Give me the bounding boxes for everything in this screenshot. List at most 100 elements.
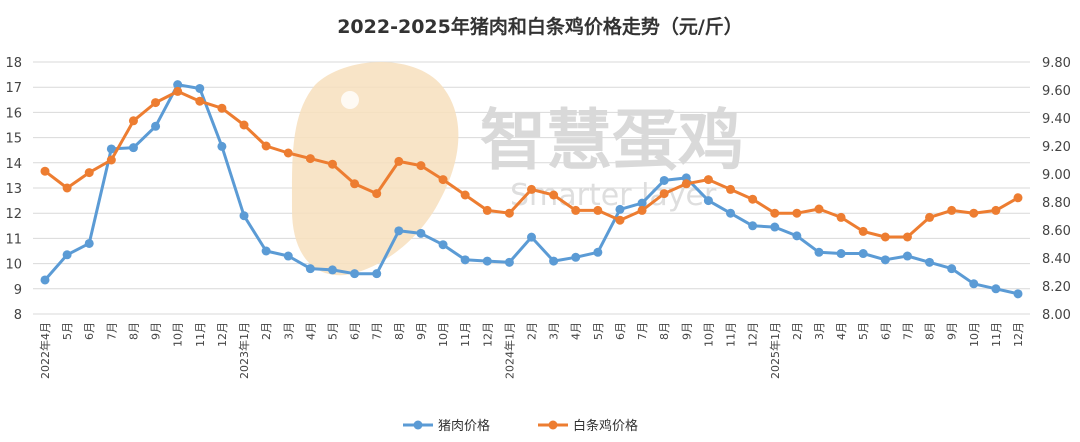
data-point-chicken [615, 215, 625, 225]
data-point-chicken [703, 175, 713, 185]
data-point-chicken [814, 204, 824, 214]
data-point-pork [703, 196, 713, 206]
data-point-pork [1013, 289, 1023, 299]
data-point-pork [305, 264, 315, 274]
x-tick-label: 11月 [990, 322, 1003, 347]
data-point-pork [239, 211, 249, 221]
x-tick-label: 2月 [260, 322, 273, 340]
y-left-tick-label: 11 [5, 232, 22, 247]
data-point-pork [504, 257, 514, 267]
data-point-pork [40, 275, 50, 285]
y-left-tick-label: 15 [5, 132, 22, 147]
data-point-pork [327, 265, 337, 275]
data-point-pork [261, 246, 271, 256]
data-point-pork [62, 250, 72, 260]
data-point-pork [593, 247, 603, 257]
y-left-tick-label: 12 [5, 207, 22, 222]
legend: 猪肉价格 白条鸡价格 [403, 418, 638, 434]
x-tick-label: 9月 [946, 322, 959, 340]
data-point-pork [726, 208, 736, 218]
series-layer [40, 80, 1023, 299]
x-tick-label: 2024年1月 [502, 322, 516, 379]
x-tick-label: 6月 [349, 322, 362, 340]
x-tick-label: 6月 [879, 322, 892, 340]
data-point-pork [173, 80, 183, 90]
legend-item-chicken: 白条鸡价格 [538, 418, 638, 434]
y-left-tick-label: 9 [14, 283, 22, 298]
data-point-pork [372, 269, 382, 279]
x-tick-label: 12月 [216, 322, 229, 347]
data-point-pork [571, 252, 581, 262]
watermark-logo-shape [291, 61, 459, 276]
data-point-chicken [327, 159, 337, 169]
y-axis-left: 8 9 10 11 12 13 14 15 16 17 18 [5, 56, 22, 323]
data-point-pork [637, 198, 647, 208]
x-tick-label: 2025年1月 [768, 322, 782, 379]
y-right-tick-label: 8.60 [1042, 224, 1071, 239]
x-tick-label: 3月 [813, 322, 826, 340]
data-point-chicken [991, 205, 1001, 215]
x-tick-label: 11月 [194, 322, 207, 347]
data-point-pork [748, 221, 758, 231]
x-tick-label: 6月 [614, 322, 627, 340]
data-point-pork [770, 222, 780, 232]
data-point-pork [880, 255, 890, 265]
data-point-pork [350, 269, 360, 279]
y-left-tick-label: 8 [14, 308, 22, 323]
x-tick-label: 8月 [393, 322, 406, 340]
data-point-pork [106, 144, 116, 154]
data-point-pork [549, 256, 559, 266]
y-right-tick-label: 8.00 [1042, 308, 1071, 323]
y-right-tick-label: 9.40 [1042, 112, 1071, 127]
data-point-chicken [969, 208, 979, 218]
x-tick-label: 9月 [415, 322, 428, 340]
y-left-tick-label: 17 [5, 81, 22, 96]
data-point-chicken [217, 103, 227, 113]
y-left-tick-label: 14 [5, 157, 22, 172]
data-point-chicken [128, 116, 138, 126]
y-left-tick-label: 16 [5, 106, 22, 121]
data-point-chicken [372, 189, 382, 199]
legend-chicken-label: 白条鸡价格 [573, 418, 638, 434]
data-point-pork [969, 279, 979, 289]
data-point-pork [659, 175, 669, 185]
watermark: 智慧蛋鸡 Smarter layer [291, 61, 744, 276]
x-tick-label: 12月 [1012, 322, 1025, 347]
x-tick-label: 2023年1月 [237, 322, 251, 379]
y-axis-right: 8.00 8.20 8.40 8.60 8.80 9.00 9.20 9.40 9.60 9.80 [1042, 56, 1071, 323]
data-point-pork [84, 238, 94, 248]
y-left-tick-label: 13 [5, 182, 22, 197]
x-tick-label: 12月 [747, 322, 760, 347]
x-tick-label: 7月 [105, 322, 118, 340]
x-tick-label: 11月 [459, 322, 472, 347]
x-tick-label: 8月 [924, 322, 937, 340]
data-point-chicken [394, 156, 404, 166]
data-point-chicken [659, 189, 669, 199]
data-point-chicken [726, 184, 736, 194]
data-point-chicken [681, 179, 691, 189]
data-point-chicken [173, 86, 183, 96]
data-point-pork [482, 256, 492, 266]
legend-pork-marker [413, 420, 423, 430]
legend-item-pork: 猪肉价格 [403, 418, 490, 434]
x-tick-label: 2022年4月 [38, 322, 52, 379]
x-tick-label: 5月 [61, 322, 74, 340]
y-right-tick-label: 9.60 [1042, 84, 1071, 99]
x-tick-label: 5月 [326, 322, 339, 340]
legend-chicken-marker [548, 420, 558, 430]
data-point-pork [615, 204, 625, 214]
y-right-tick-label: 9.80 [1042, 56, 1071, 71]
data-point-chicken [460, 190, 470, 200]
data-point-chicken [792, 208, 802, 218]
data-point-chicken [748, 194, 758, 204]
data-point-chicken [902, 232, 912, 242]
data-point-pork [858, 249, 868, 259]
data-point-chicken [947, 205, 957, 215]
data-point-pork [217, 141, 227, 151]
x-tick-label: 9月 [680, 322, 693, 340]
x-tick-label: 5月 [857, 322, 870, 340]
data-point-chicken [482, 205, 492, 215]
y-left-tick-label: 10 [5, 258, 22, 273]
data-point-pork [151, 121, 161, 131]
